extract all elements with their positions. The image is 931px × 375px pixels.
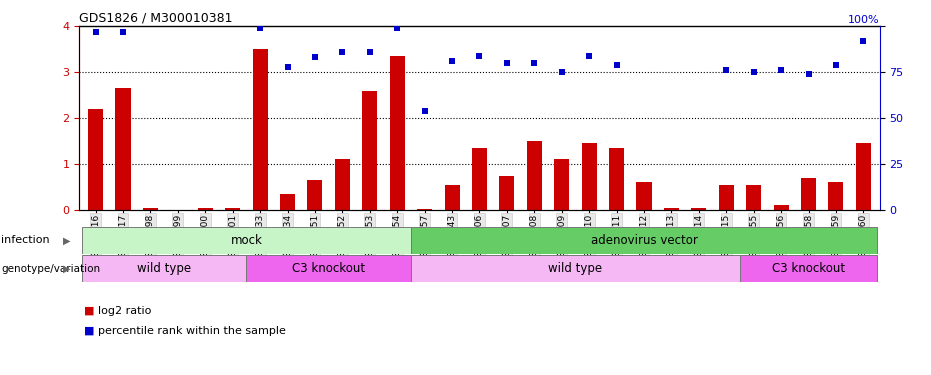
Text: GDS1826 / M300010381: GDS1826 / M300010381 bbox=[79, 11, 233, 24]
Bar bbox=[307, 180, 322, 210]
Text: ▶: ▶ bbox=[63, 264, 71, 274]
Text: wild type: wild type bbox=[548, 262, 602, 275]
Text: ■: ■ bbox=[84, 306, 94, 315]
Bar bbox=[856, 143, 870, 210]
Bar bbox=[582, 143, 597, 210]
Text: genotype/variation: genotype/variation bbox=[1, 264, 100, 274]
Bar bbox=[252, 49, 267, 210]
Text: C3 knockout: C3 knockout bbox=[772, 262, 845, 275]
Text: wild type: wild type bbox=[137, 262, 191, 275]
Bar bbox=[740, 255, 877, 282]
Bar bbox=[472, 148, 487, 210]
Bar bbox=[609, 148, 624, 210]
Bar bbox=[444, 185, 460, 210]
Text: 100%: 100% bbox=[848, 15, 880, 26]
Bar bbox=[527, 141, 542, 210]
Bar bbox=[88, 109, 103, 210]
Bar bbox=[82, 255, 247, 282]
Bar bbox=[554, 159, 569, 210]
Text: C3 knockout: C3 knockout bbox=[292, 262, 365, 275]
Bar bbox=[637, 183, 652, 210]
Bar bbox=[746, 185, 762, 210]
Bar bbox=[499, 176, 515, 210]
Bar bbox=[247, 255, 411, 282]
Bar bbox=[115, 88, 130, 210]
Text: adenovirus vector: adenovirus vector bbox=[590, 234, 697, 247]
Bar bbox=[719, 185, 734, 210]
Text: ■: ■ bbox=[84, 326, 94, 336]
Bar bbox=[390, 56, 405, 210]
Bar bbox=[692, 208, 707, 210]
Bar bbox=[774, 206, 789, 210]
Text: percentile rank within the sample: percentile rank within the sample bbox=[98, 326, 286, 336]
Bar bbox=[225, 208, 240, 210]
Bar bbox=[142, 208, 158, 210]
Bar bbox=[829, 183, 843, 210]
Bar bbox=[197, 208, 213, 210]
Bar bbox=[411, 227, 877, 254]
Bar bbox=[664, 208, 679, 210]
Bar bbox=[411, 255, 740, 282]
Bar bbox=[82, 227, 411, 254]
Bar bbox=[362, 91, 377, 210]
Text: mock: mock bbox=[231, 234, 263, 247]
Text: ▶: ▶ bbox=[63, 236, 71, 245]
Text: log2 ratio: log2 ratio bbox=[98, 306, 151, 315]
Bar bbox=[280, 194, 295, 210]
Bar bbox=[335, 159, 350, 210]
Bar bbox=[801, 178, 816, 210]
Text: infection: infection bbox=[1, 236, 49, 245]
Bar bbox=[417, 209, 432, 210]
